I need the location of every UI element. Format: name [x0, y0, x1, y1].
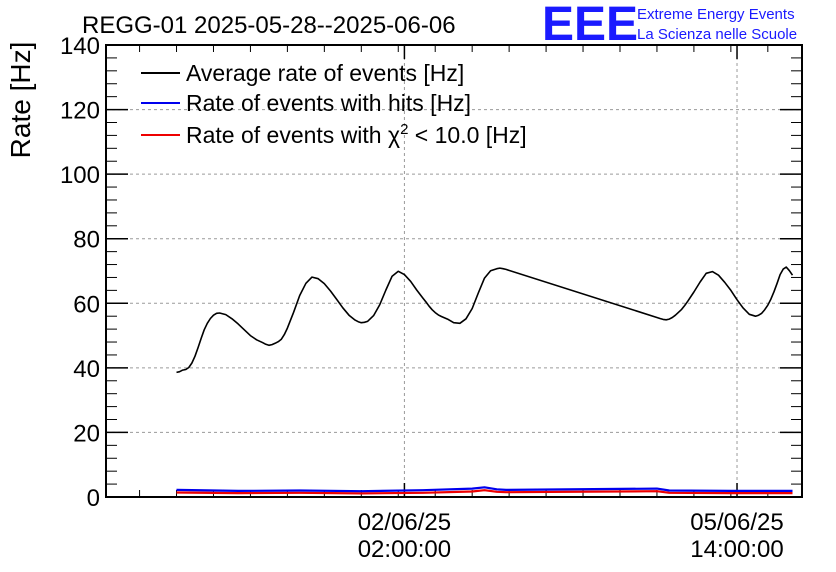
- y-tick-label: 20: [73, 420, 100, 447]
- y-tick-label: 80: [73, 227, 100, 254]
- y-tick-label: 140: [60, 33, 100, 60]
- legend-chi2-sup: 2: [400, 121, 408, 138]
- x-tick-label-date: 02/06/25: [358, 509, 451, 536]
- legend-chi2-prefix: Rate of events with χ: [186, 122, 400, 148]
- legend-chi2-suffix: < 10.0 [Hz]: [408, 122, 526, 148]
- y-tick-label: 100: [60, 162, 100, 189]
- logo-mark: EEE: [542, 0, 638, 51]
- eee-logo: EEE Extreme Energy Events La Scienza nel…: [542, 0, 797, 51]
- chart-title: REGG-01 2025-05-28--2025-06-06: [82, 12, 456, 39]
- legend: Average rate of events [Hz] Rate of even…: [141, 60, 527, 148]
- series-group: [176, 266, 794, 495]
- logo-line2: La Scienza nelle Scuole: [637, 26, 797, 43]
- legend-label-hits: Rate of events with hits [Hz]: [186, 90, 471, 116]
- series-line-avg: [176, 266, 794, 374]
- x-tick-label-time: 14:00:00: [690, 536, 783, 563]
- y-tick-label: 0: [87, 485, 100, 512]
- x-tick-label-date: 05/06/25: [690, 509, 783, 536]
- y-axis: 0 20 40 60 80 100 120 140: [60, 33, 802, 512]
- y-tick-label: 60: [73, 291, 100, 318]
- legend-label-chi2: Rate of events with χ2 < 10.0 [Hz]: [186, 121, 527, 148]
- y-tick-label: 120: [60, 98, 100, 125]
- plot-frame: [105, 44, 803, 498]
- series-line-hits: [176, 486, 793, 493]
- y-tick-label: 40: [73, 356, 100, 383]
- legend-label-avg: Average rate of events [Hz]: [186, 60, 464, 86]
- grid: [106, 45, 802, 497]
- y-axis-label: Rate [Hz]: [5, 42, 36, 159]
- logo-line1: Extreme Energy Events: [637, 6, 795, 23]
- series-line-chi2: [176, 489, 793, 495]
- x-tick-label-time: 02:00:00: [358, 536, 451, 563]
